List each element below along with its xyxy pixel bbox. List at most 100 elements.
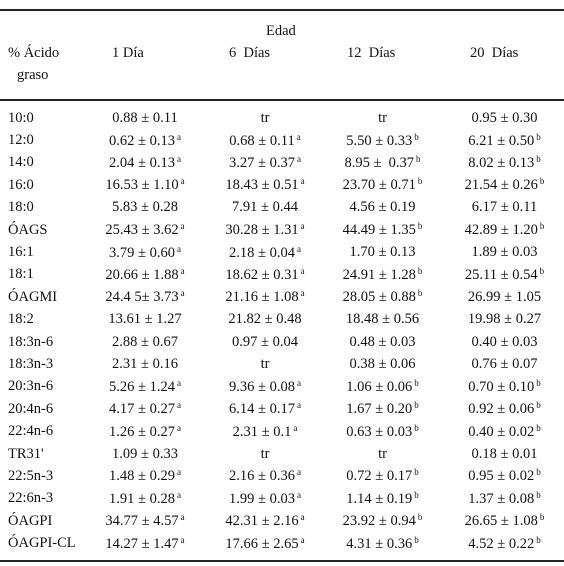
cell-value: 1.91 ± 0.28 [109,490,175,507]
superscript: a [176,489,181,500]
cell-value: 4.17 ± 0.27 [109,401,175,418]
cell: 42.31 ± 2.16 a [210,510,320,532]
superscript: b [417,265,423,276]
cell: 1.91 ± 0.28 a [80,488,210,510]
superscript: b [414,377,419,388]
cell-value: 42.31 ± 2.16 [225,513,299,530]
cell-value: 14.27 ± 1.47 [105,535,179,552]
superscript: a [176,131,181,142]
cell-value: 44.49 ± 1.35 [342,222,416,239]
table-row: ÓAGS 25.43 ± 3.62 a 30.28 ± 1.31 a 44.49 ± 1.… [0,219,564,241]
table-row: 18:3n-6 2.88 ± 0.67 0.97 ± 0.04 0.48 ± 0.03… [0,331,564,353]
row-label: 18:3n-6 [8,333,54,350]
superscript: b [536,422,541,433]
cell: 2.31 ± 0.16 [112,355,178,372]
cell: 4.31 ± 0.36 b [320,532,445,554]
group-label: Edad [266,23,296,39]
superscript: a [180,265,185,276]
superscript: b [539,512,545,523]
cell: 21.54 ± 0.26 b [445,174,564,196]
cell: 42.89 ± 1.20 b [445,219,564,241]
superscript: b [536,534,541,545]
superscript: a [296,467,301,478]
cell: 5.83 ± 0.28 [112,199,178,216]
cell: 1.37 ± 0.08 b [445,488,564,510]
cell: 18.43 ± 0.51 a [210,174,320,196]
cell-value: 23.92 ± 0.94 [342,513,416,530]
cell: 2.88 ± 0.67 [112,333,178,350]
cell: 14.27 ± 1.47 a [80,532,210,554]
row-label: graso [17,67,49,83]
superscript: b [417,221,423,232]
cell-value: 6.21 ± 0.50 [468,132,535,149]
table-body: 10:0 0.88 ± 0.11 tr tr 0.95 ± 0.30 12:0 0.62 ±… [0,107,564,555]
cell: 1.06 ± 0.06 b [320,376,445,398]
table-row: 20:4n-6 4.17 ± 0.27 a 6.14 ± 0.17 a 1.67 ± 0.… [0,398,564,420]
cell: 26.65 ± 1.08 b [445,510,564,532]
cell: 0.95 ± 0.02 b [445,465,564,487]
table-row: 18:3n-3 2.31 ± 0.16 tr 0.38 ± 0.06 0.76 ± 0.… [0,353,564,375]
cell: 1.67 ± 0.20 b [320,398,445,420]
cell-value: 0.70 ± 0.10 [468,378,535,395]
superscript: b [417,288,423,299]
superscript: a [300,265,305,276]
cell: 21.82 ± 0.48 [228,311,302,328]
cell: 3.79 ± 0.60 a [80,241,210,263]
cell-value: 25.11 ± 0.54 [464,266,538,283]
superscript: b [539,221,545,232]
superscript: b [414,489,419,500]
cell: 1.48 ± 0.29 a [80,465,210,487]
cell: 17.66 ± 2.65 a [210,532,320,554]
cell-value: 28.05 ± 0.88 [342,289,416,306]
cell: 23.70 ± 0.71 b [320,174,445,196]
superscript: b [539,265,545,276]
table-row: 14:0 2.04 ± 0.13 a 3.27 ± 0.37 a 8.95 ± 0.37 b… [0,152,564,174]
cell-value: 2.18 ± 0.04 [229,244,295,261]
row-label: 22:5n-3 [8,467,54,484]
cell-value: 21.54 ± 0.26 [464,177,538,194]
row-label: TR31' [8,445,44,462]
superscript: b [417,176,423,187]
cell-value: 18.43 ± 0.51 [225,177,299,194]
row-label: 16:1 [8,244,34,261]
cell: 0.70 ± 0.10 b [445,376,564,398]
cell: 0.48 ± 0.03 [349,333,416,350]
superscript: b [539,176,545,187]
cell-value: 9.36 ± 0.08 [229,378,295,395]
superscript: a [300,176,305,187]
cell-value: 42.89 ± 1.20 [464,222,538,239]
cell-value: 0.95 ± 0.02 [468,468,535,485]
cell: 6.17 ± 0.11 [471,199,538,216]
cell: 0.88 ± 0.11 [112,109,178,126]
cell-value: 1.14 ± 0.19 [346,490,413,507]
cell-value: 3.79 ± 0.60 [109,244,175,261]
cell: 44.49 ± 1.35 b [320,219,445,241]
cell-value: 26.65 ± 1.08 [464,513,538,530]
cell-value: 17.66 ± 2.65 [225,535,299,552]
cell-value: 1.48 ± 0.29 [109,468,175,485]
cell: 34.77 ± 4.57 a [80,510,210,532]
table-row: 16:1 3.79 ± 0.60 a 2.18 ± 0.04 a 1.70 ± 0.13 1… [0,241,564,263]
cell-value: 16.53 ± 1.10 [105,177,179,194]
table-row: 22:4n-6 1.26 ± 0.27 a 2.31 ± 0.1 a 0.63 ± 0.0… [0,420,564,442]
superscript: a [300,512,305,523]
superscript: b [536,153,541,164]
cell: 6.14 ± 0.17 a [210,398,320,420]
superscript: a [176,422,181,433]
table-row: ÓAGPI 34.77 ± 4.57 a 42.31 ± 2.16 a 23.92 ± 0… [0,510,564,532]
column-header: 20 Días [470,45,519,61]
table-row: 10:0 0.88 ± 0.11 tr tr 0.95 ± 0.30 [0,107,564,129]
cell: 5.50 ± 0.33 b [320,129,445,151]
table-row: 22:6n-3 1.91 ± 0.28 a 1.99 ± 0.03 a 1.14 ± 0.… [0,488,564,510]
cell-value: 21.16 ± 1.08 [225,289,299,306]
cell-value: 34.77 ± 4.57 [105,513,179,530]
cell: 2.18 ± 0.04 a [210,241,320,263]
superscript: a [180,534,185,545]
row-label: 18:3n-3 [8,355,54,372]
column-header: 6 Días [229,45,271,61]
superscript: b [417,512,423,523]
superscript: b [414,422,419,433]
superscript: a [296,131,301,142]
superscript: a [300,221,305,232]
